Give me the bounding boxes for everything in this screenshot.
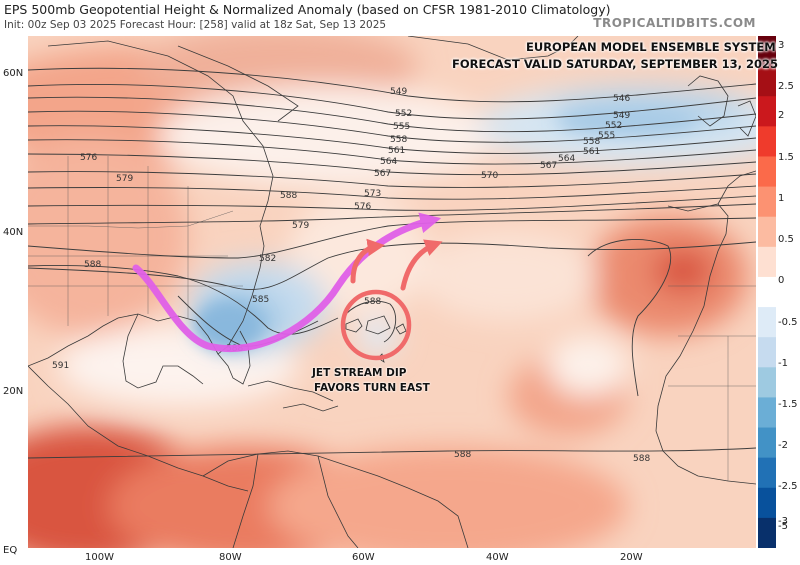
contour-labels: 549 552 555 558 561 564 567 570 573 576 …: [52, 87, 650, 464]
contour-label: 570: [481, 171, 498, 181]
contour-label: 579: [292, 221, 309, 231]
lat-label: 60N: [3, 68, 24, 79]
colorbar-label: 1: [778, 193, 785, 204]
colorbar-label: 0.5: [778, 234, 794, 245]
colorbar-label: 2.5: [778, 81, 794, 92]
contour-label: 552: [395, 109, 412, 119]
lat-label: EQ: [3, 545, 18, 556]
lon-label: 80W: [219, 552, 242, 563]
contour-label: 549: [613, 111, 630, 121]
colorbar-cell: [758, 96, 776, 127]
lat-label: 20N: [3, 386, 24, 397]
contour-label: 555: [393, 122, 410, 132]
contour-label: 585: [252, 295, 269, 305]
brand-watermark: TROPICALTIDBITS.COM: [593, 16, 756, 30]
contour-label: 546: [613, 94, 630, 104]
colorbar-cell: [758, 126, 776, 157]
contour-label: 588: [364, 297, 381, 307]
colorbar-cell: [758, 487, 776, 519]
storm-circle: [340, 289, 412, 361]
turn-east-arrow-2: [400, 239, 443, 291]
colorbar-cell: [758, 66, 776, 97]
annotation-line1: JET STREAM DIP: [312, 367, 407, 379]
map-subtitle: Init: 00z Sep 03 2025 Forecast Hour: [25…: [4, 19, 387, 31]
contour-label: 561: [388, 146, 405, 156]
colorbar-cell: [758, 216, 776, 248]
colorbar-label: -2: [778, 440, 788, 451]
colorbar-cell: [758, 457, 776, 489]
lat-label: 40N: [3, 227, 24, 238]
map-canvas: 549 552 555 558 561 564 567 570 573 576 …: [28, 36, 756, 548]
colorbar-cell: [758, 397, 776, 429]
contour-label: 588: [280, 191, 297, 201]
colorbar-label: -1: [778, 358, 788, 369]
header-bar: EPS 500mb Geopotential Height & Normaliz…: [0, 0, 800, 36]
colorbar-cell: [758, 427, 776, 459]
lon-label: 40W: [486, 552, 509, 563]
lon-label: 100W: [85, 552, 114, 563]
colorbar-cell: [758, 517, 776, 548]
contour-label: 561: [583, 147, 600, 157]
colorbar-label: 0: [778, 275, 785, 286]
contour-label: 567: [374, 169, 391, 179]
contour-label: 576: [80, 153, 97, 163]
colorbar-label: -1.5: [778, 399, 798, 410]
political-borders: [28, 156, 756, 481]
colorbar-cell: [758, 246, 776, 278]
contour-label: 564: [380, 157, 397, 167]
contour-label: 552: [605, 121, 622, 131]
contour-label: 582: [259, 254, 276, 264]
contour-label: 588: [84, 260, 101, 270]
contour-label: 588: [454, 450, 471, 460]
colorbar-label: 1.5: [778, 152, 794, 163]
colorbar-cell: [758, 337, 776, 368]
colorbar-cell: [758, 186, 776, 218]
contour-label: 576: [354, 202, 371, 212]
annotation-line2: FAVORS TURN EAST: [314, 382, 430, 394]
model-banner-line1: EUROPEAN MODEL ENSEMBLE SYSTEM: [526, 40, 776, 54]
lon-label: 60W: [352, 552, 375, 563]
model-banner-line2: FORECAST VALID SATURDAY, SEPTEMBER 13, 2…: [452, 57, 779, 71]
colorbar-label: 3: [778, 40, 785, 51]
colorbar-cell: [758, 307, 776, 338]
contour-label: 549: [390, 87, 407, 97]
colorbar-label: -5: [778, 521, 788, 532]
contour-label: 567: [540, 161, 557, 171]
turn-east-arrow-1: [350, 238, 385, 284]
lon-label: 20W: [620, 552, 643, 563]
contour-label: 555: [598, 131, 615, 141]
contour-label: 588: [633, 454, 650, 464]
contour-label: 564: [558, 154, 575, 164]
colorbar: [758, 36, 776, 548]
colorbar-label: -2.5: [778, 481, 798, 492]
colorbar-cell: [758, 367, 776, 398]
colorbar-cell: [758, 36, 776, 67]
colorbar-cell: [758, 276, 776, 308]
contour-label: 573: [364, 189, 381, 199]
contour-label: 591: [52, 361, 69, 371]
height-contours: [28, 67, 756, 459]
map-title: EPS 500mb Geopotential Height & Normaliz…: [4, 2, 611, 17]
colorbar-label: -3: [778, 516, 788, 527]
contour-label: 558: [583, 137, 600, 147]
colorbar-label: -0.5: [778, 317, 798, 328]
colorbar-label: 2: [778, 110, 785, 121]
colorbar-cell: [758, 156, 776, 188]
contour-label: 558: [390, 135, 407, 145]
contour-label: 579: [116, 174, 133, 184]
